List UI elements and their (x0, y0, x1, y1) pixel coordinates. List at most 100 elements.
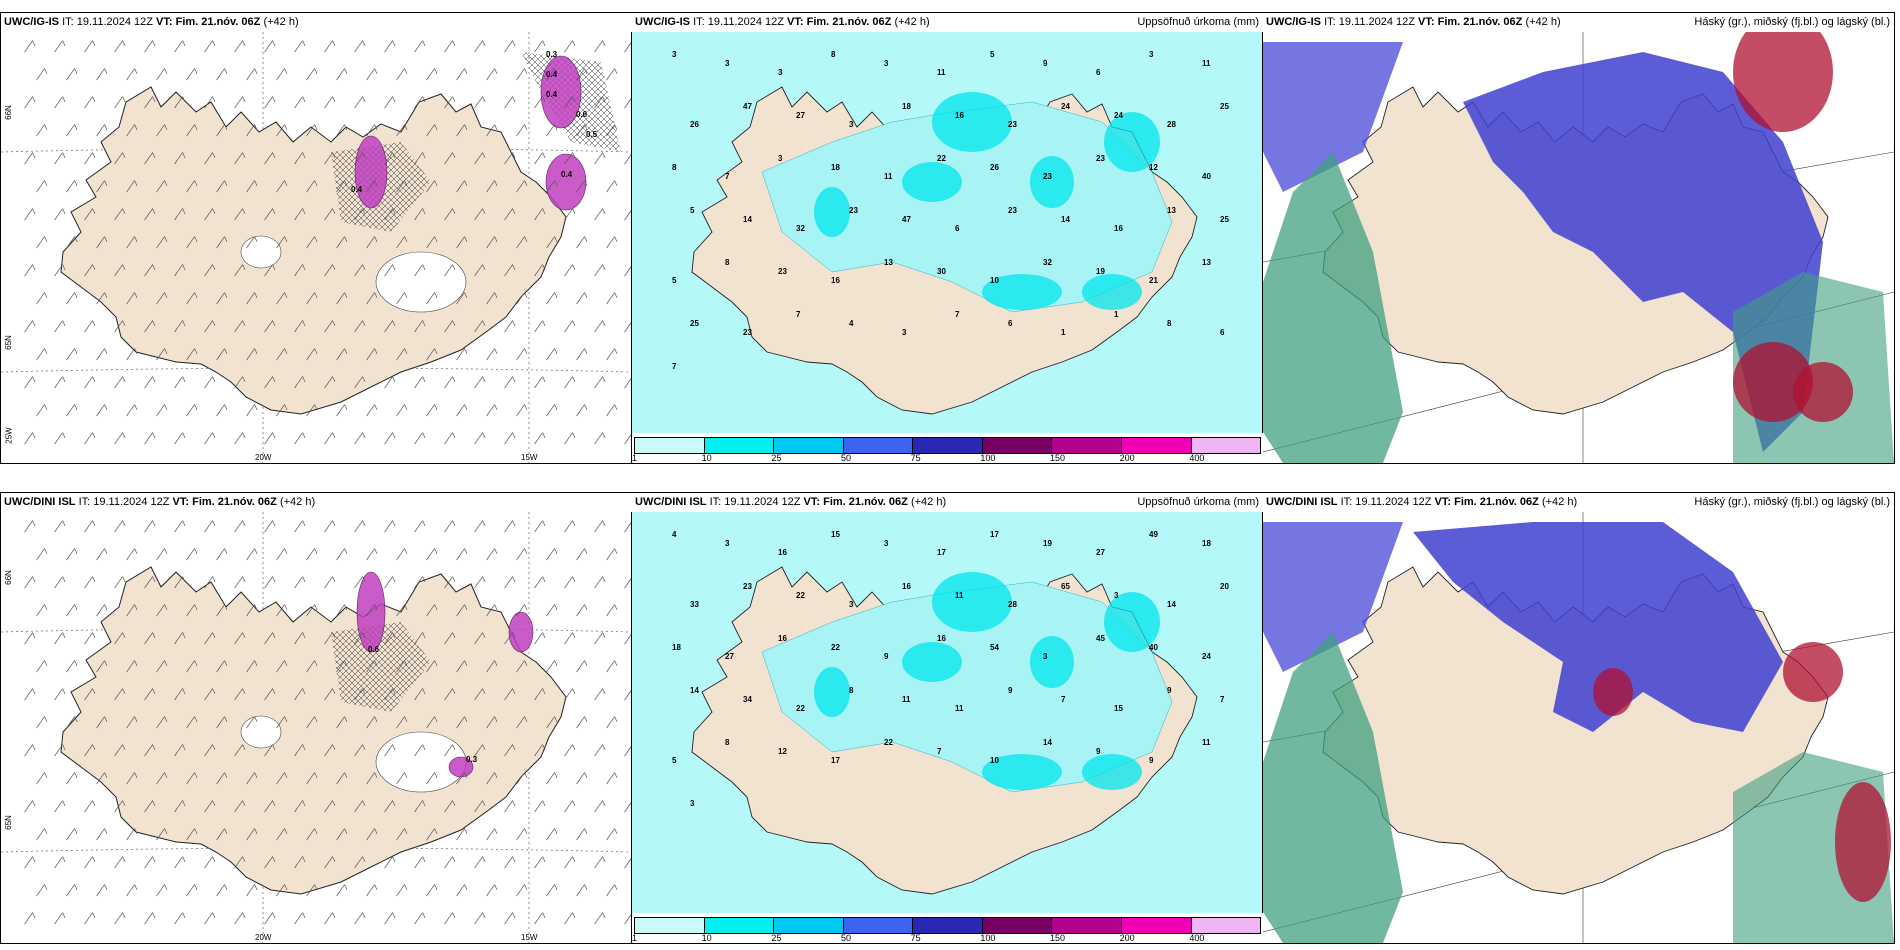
precip-value: 3 (1043, 652, 1048, 661)
precip-value: 19 (1043, 539, 1052, 548)
precip-value: 7 (955, 310, 960, 319)
precip-value: 3 (884, 59, 889, 68)
precip-value: 17 (831, 756, 840, 765)
precip-panel-top: UWC/IG-IS IT: 19.11.2024 12Z VT: Fim. 21… (631, 12, 1264, 464)
precip-value: 5 (690, 206, 695, 215)
precip-value: 16 (778, 634, 787, 643)
lat-label-66n: 66N (3, 105, 13, 120)
colorbar-label: 50 (841, 453, 852, 463)
wind-map: 0.3 0.4 0.4 0.6 0.5 0.4 0.4 (1, 32, 632, 463)
wind-panel-bottom: UWC/DINI ISL IT: 19.11.2024 12Z VT: Fim.… (0, 492, 633, 944)
cloud-title: Háský (gr.), miðský (fj.bl.) og lágský (… (1694, 496, 1890, 508)
colorbar-label: 10 (701, 933, 712, 943)
lon-label-20w: 20W (255, 453, 272, 462)
precip-value: 6 (1008, 319, 1013, 328)
cloud-map (1263, 512, 1894, 943)
colorbar-swatch (843, 438, 914, 453)
precip-value: 15 (831, 530, 840, 539)
precip-value: 3 (725, 59, 730, 68)
precip-value: 3 (849, 120, 854, 129)
precip-value: 17 (937, 548, 946, 557)
precip-colorbar: 1 10 25 50 75 100 150 200 400 (632, 433, 1263, 463)
panel-header: UWC/IG-IS IT: 19.11.2024 12Z VT: Fim. 21… (1, 13, 632, 32)
colorbar-swatch (1052, 438, 1122, 453)
precip-value: 40 (1202, 172, 1211, 181)
precip-value: 18 (672, 643, 681, 652)
model-label: UWC/DINI ISL (4, 496, 76, 508)
precip-value: 18 (902, 102, 911, 111)
precip-value: 3 (690, 799, 695, 808)
precip-value: 7 (937, 747, 942, 756)
precip-value: 16 (937, 634, 946, 643)
precip-value: 23 (1008, 120, 1017, 129)
colorbar-swatch (635, 438, 705, 453)
precip-value: 7 (1061, 695, 1066, 704)
init-time: IT: 19.11.2024 12Z (78, 496, 170, 508)
precip-value: 49 (1149, 530, 1158, 539)
precip-value: 5 (672, 276, 677, 285)
precip-value: 9 (884, 652, 889, 661)
precip-value: 25 (1220, 215, 1229, 224)
colorbar-swatch (913, 918, 983, 933)
precip-value: 26 (990, 163, 999, 172)
colorbar-label: 50 (841, 933, 852, 943)
panel-header: UWC/DINI ISL IT: 19.11.2024 12Z VT: Fim.… (1, 493, 632, 512)
colorbar-label: 400 (1189, 453, 1205, 463)
precip-value: 16 (955, 111, 964, 120)
precip-value: 25 (1220, 102, 1229, 111)
colorbar-label: 1 (632, 453, 638, 463)
precip-value: 5 (672, 756, 677, 765)
init-time: IT: 19.11.2024 12Z (1340, 496, 1432, 508)
snow-depth-label: 0.5 (586, 130, 598, 139)
lon-label-25w: 25W (4, 427, 14, 444)
precip-value: 12 (1149, 163, 1158, 172)
init-time: IT: 19.11.2024 12Z (62, 16, 153, 28)
precip-value: 3 (884, 539, 889, 548)
colorbar-label: 150 (1050, 453, 1066, 463)
precip-value: 7 (672, 362, 677, 371)
precip-value: 9 (1008, 686, 1013, 695)
precip-value: 8 (1167, 319, 1172, 328)
precip-value: 6 (1220, 328, 1225, 337)
valid-time: Fim. 21.nóv. 06Z (192, 496, 277, 508)
panel-header: UWC/IG-IS IT: 19.11.2024 12Z VT: Fim. 21… (632, 13, 1263, 32)
precip-value: 7 (1220, 695, 1225, 704)
colorbar-swatch (1191, 438, 1261, 453)
precip-value: 8 (725, 738, 730, 747)
colorbar-swatch (704, 438, 775, 453)
lead-time: (+42 h) (894, 16, 930, 28)
precip-value: 23 (849, 206, 858, 215)
precip-value: 32 (1043, 258, 1052, 267)
colorbar-label: 75 (910, 933, 921, 943)
model-label: UWC/DINI ISL (635, 496, 707, 508)
snow-depth-label: 0.3 (546, 50, 558, 59)
precip-value: 8 (672, 163, 677, 172)
iceland-landmass (60, 566, 567, 895)
cloud-map (1263, 32, 1894, 463)
precip-value: 3 (849, 600, 854, 609)
precip-value: 14 (743, 215, 752, 224)
model-label: UWC/DINI ISL (1266, 496, 1338, 508)
precip-value: 24 (1114, 111, 1123, 120)
precip-value: 7 (725, 172, 730, 181)
precip-map: 4 3 16 15 3 17 17 19 27 49 18 33 23 22 3 16 11 28 65 3 14 20 1… (632, 512, 1263, 913)
colorbar-label: 200 (1119, 933, 1135, 943)
valid-time: Fim. 21.nóv. 06Z (1437, 16, 1523, 28)
lead-time: (+42 h) (1541, 496, 1578, 508)
lead-time: (+42 h) (279, 496, 316, 508)
valid-time: Fim. 21.nóv. 06Z (175, 16, 261, 28)
precip-value: 16 (831, 276, 840, 285)
init-time: IT: 19.11.2024 12Z (1324, 16, 1415, 28)
snow-depth-label: 0.3 (466, 755, 478, 764)
precip-value: 24 (1202, 652, 1211, 661)
init-time: IT: 19.11.2024 12Z (709, 496, 801, 508)
precip-value: 23 (1096, 154, 1105, 163)
precip-value: 10 (990, 276, 999, 285)
panel-header: UWC/DINI ISL IT: 19.11.2024 12Z VT: Fim.… (632, 493, 1263, 512)
precip-colorbar: 1 10 25 50 75 100 150 200 400 (632, 913, 1263, 943)
valid-prefix: VT: (1434, 496, 1452, 508)
colorbar-label: 25 (771, 453, 782, 463)
valid-prefix: VT: (172, 496, 190, 508)
valid-prefix: VT: (803, 496, 821, 508)
colorbar-label: 25 (771, 933, 782, 943)
